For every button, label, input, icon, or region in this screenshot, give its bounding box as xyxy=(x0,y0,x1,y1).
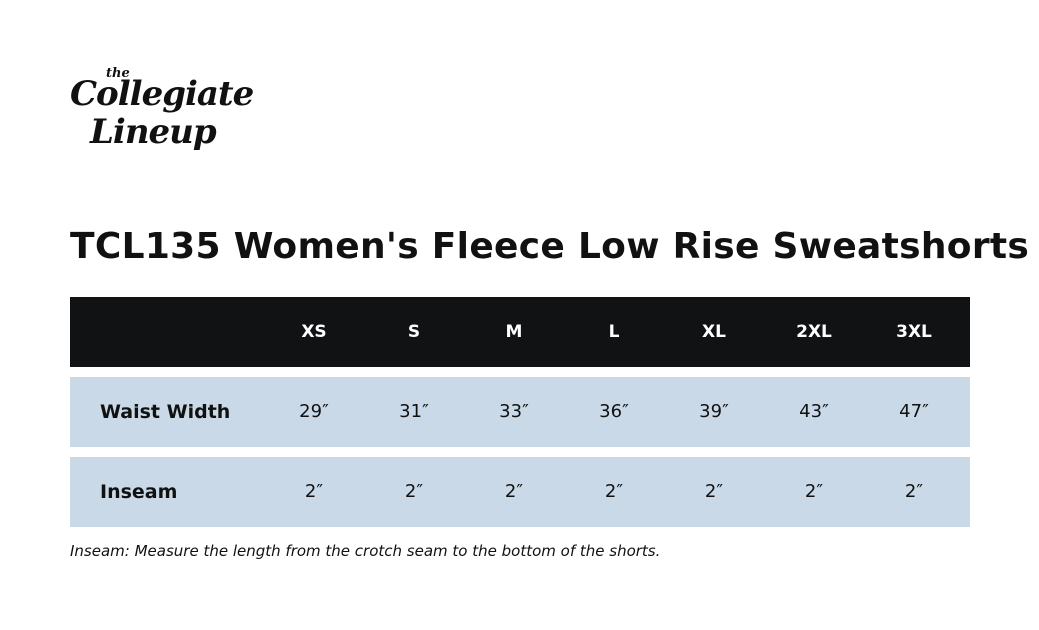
header-cell: M xyxy=(505,322,523,342)
cell: 43″ xyxy=(799,401,829,422)
table-row: Inseam 2″ 2″ 2″ 2″ 2″ 2″ 2″ xyxy=(70,457,970,527)
cell: 2″ xyxy=(504,481,524,502)
cell: 2″ xyxy=(904,481,924,502)
logo: the Collegiate Lineup xyxy=(70,60,254,170)
cell: 2″ xyxy=(304,481,324,502)
cell: 2″ xyxy=(604,481,624,502)
header-cell: XL xyxy=(702,322,726,342)
cell: 2″ xyxy=(704,481,724,502)
header-cell: S xyxy=(407,322,421,342)
cell: 39″ xyxy=(699,401,729,422)
header-cell: L xyxy=(608,322,620,342)
header-cell: XS xyxy=(301,322,327,342)
header-cell: 3XL xyxy=(896,322,932,342)
cell: 2″ xyxy=(404,481,424,502)
table-row: Waist Width 29″ 31″ 33″ 36″ 39″ 43″ 47″ xyxy=(70,377,970,447)
logo-line2: Lineup xyxy=(90,112,217,152)
row-label: Inseam xyxy=(100,481,178,503)
cell: 33″ xyxy=(499,401,529,422)
cell: 29″ xyxy=(299,401,329,422)
row-label: Waist Width xyxy=(100,401,231,423)
cell: 36″ xyxy=(599,401,629,422)
cell: 2″ xyxy=(804,481,824,502)
header-row: XS S M L XL 2XL 3XL xyxy=(70,297,970,367)
cell: 31″ xyxy=(399,401,429,422)
cell: 47″ xyxy=(899,401,929,422)
header-cell: 2XL xyxy=(796,322,832,342)
logo-small: the xyxy=(106,66,130,81)
logo-line1: Collegiate xyxy=(70,74,254,114)
note: Inseam: Measure the length from the crot… xyxy=(70,542,661,560)
title: TCL135 Women's Fleece Low Rise Sweatshor… xyxy=(70,226,1030,267)
